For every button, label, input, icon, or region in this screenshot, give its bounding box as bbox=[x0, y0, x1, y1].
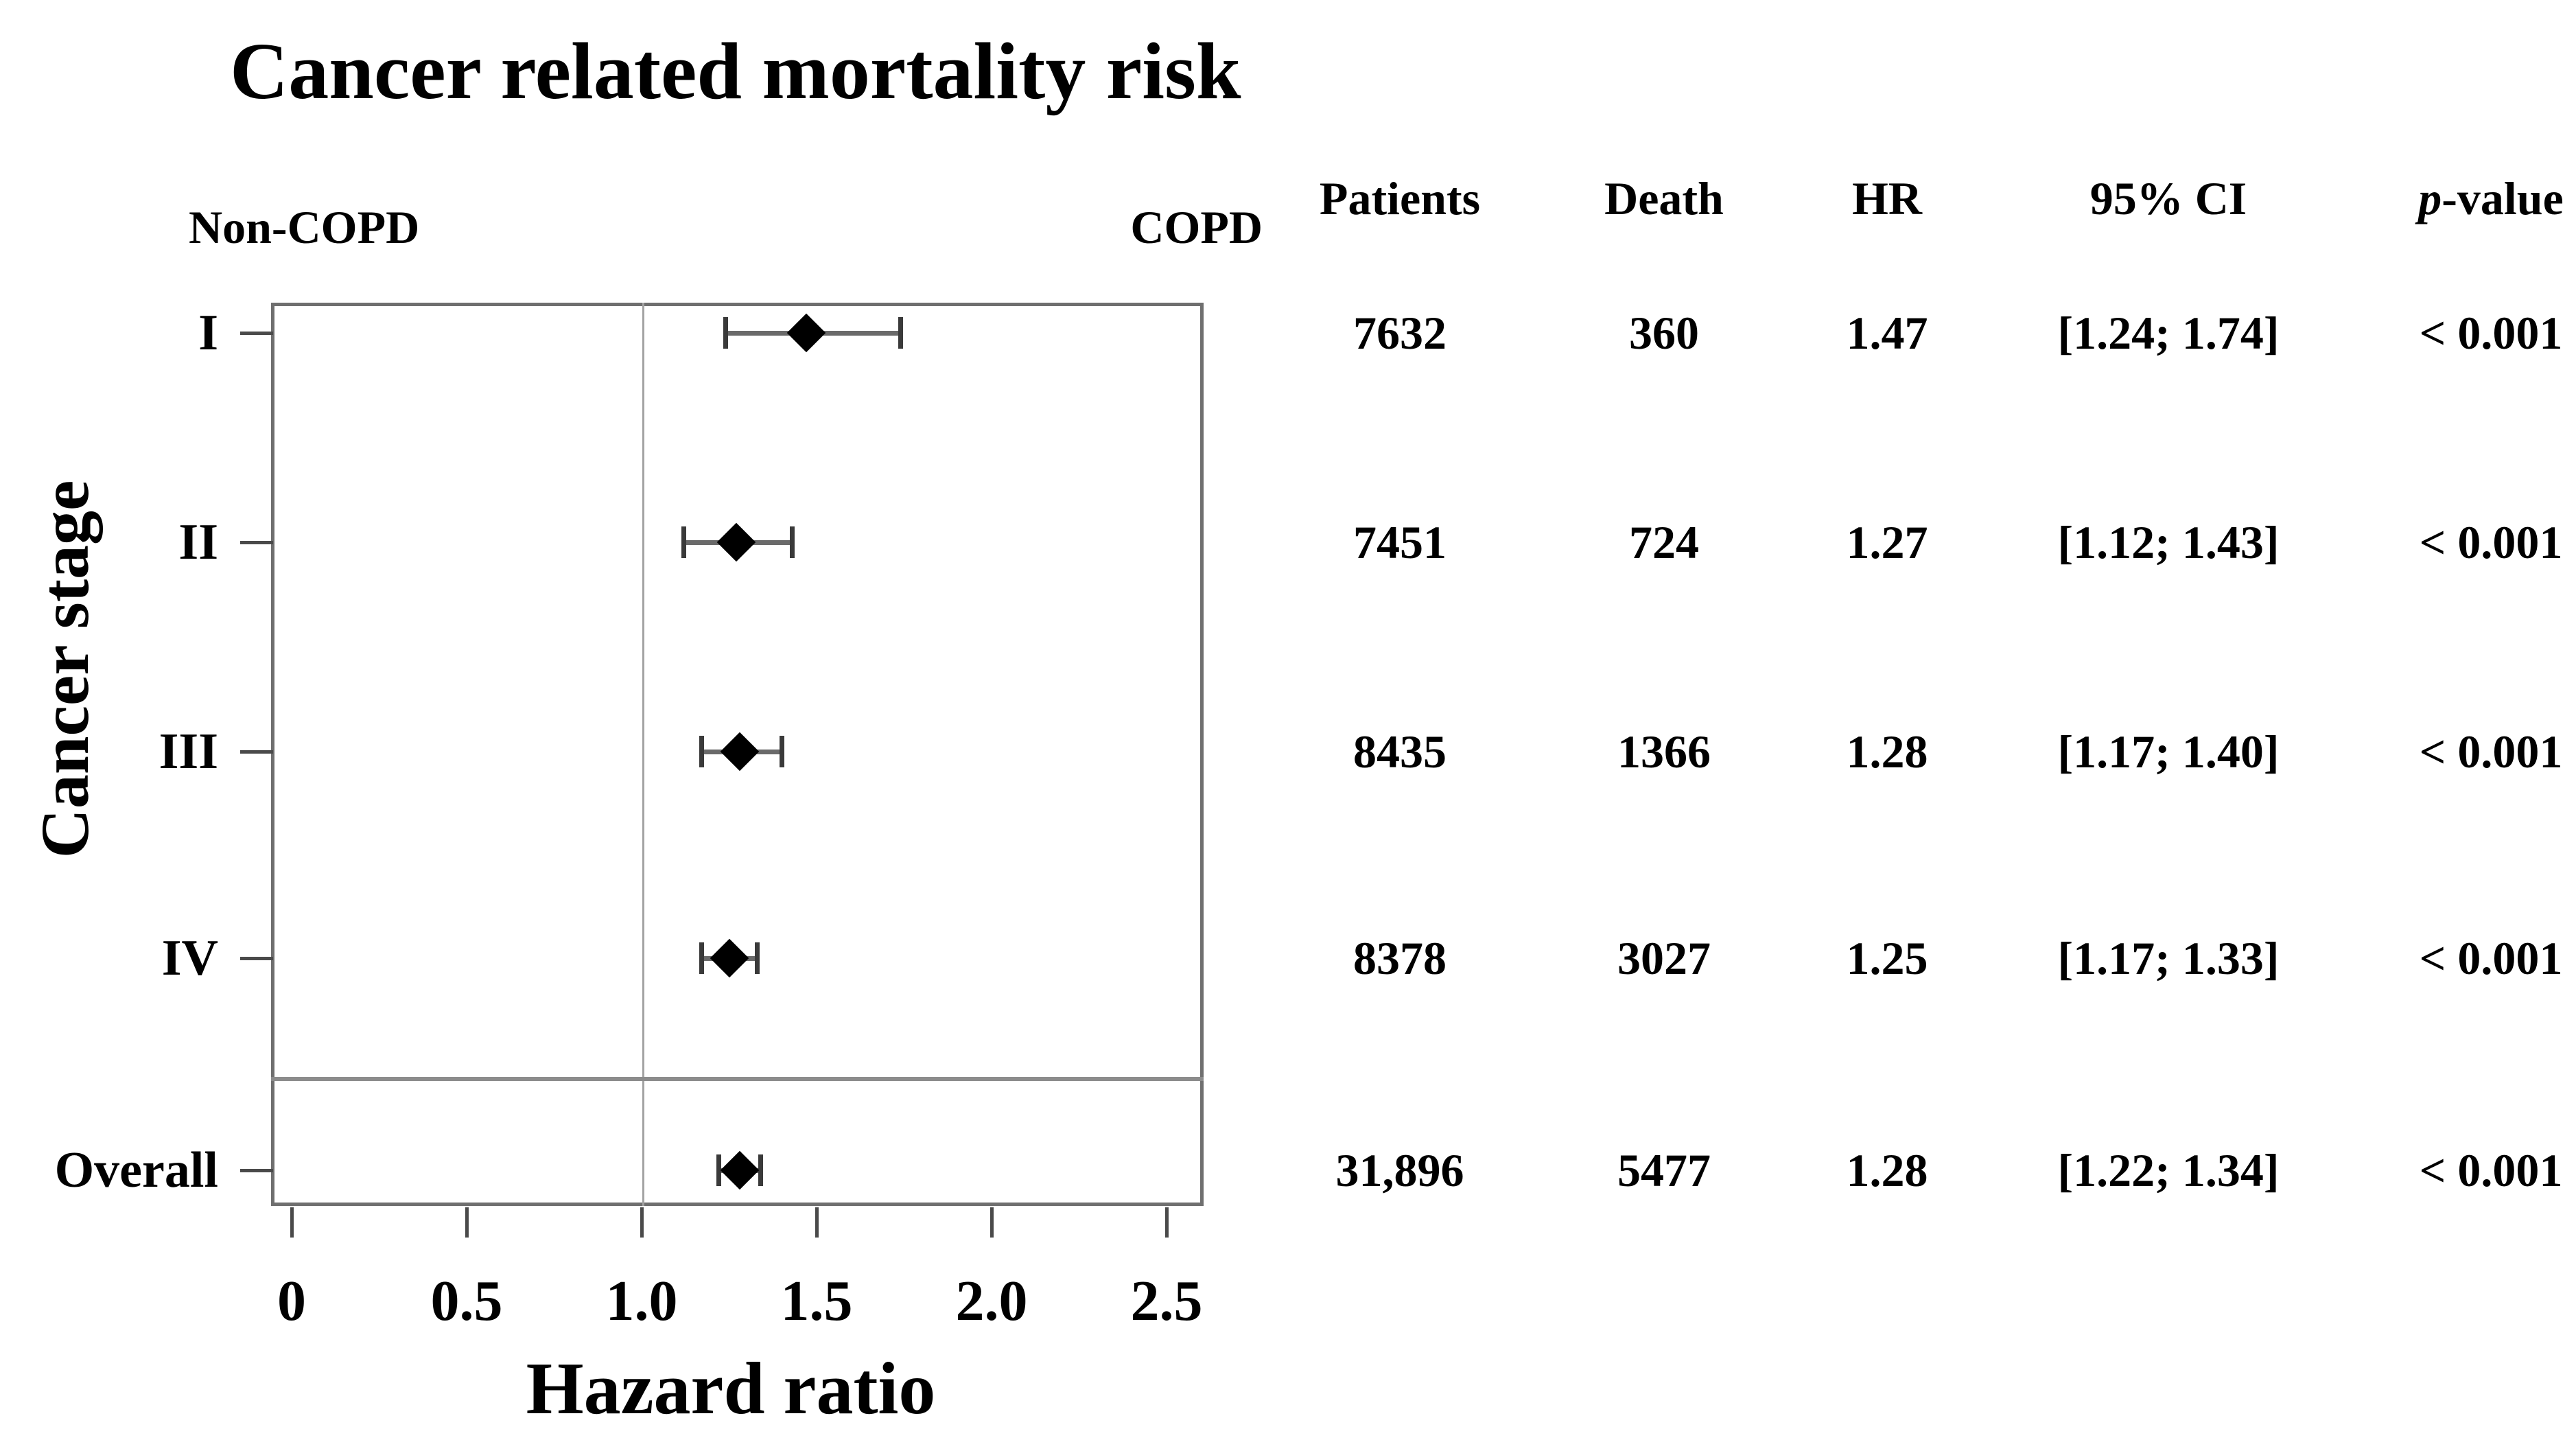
ci-cap-right bbox=[758, 1154, 764, 1186]
x-tick-label: 2.5 bbox=[1130, 1269, 1203, 1333]
cell-death: 724 bbox=[1629, 516, 1699, 568]
cell-ci: [1.12; 1.43] bbox=[2057, 516, 2280, 568]
x-axis-label: Hazard ratio bbox=[526, 1348, 936, 1430]
x-tick bbox=[640, 1207, 644, 1238]
cell-ci: [1.17; 1.33] bbox=[2057, 932, 2280, 984]
y-axis-tick bbox=[240, 957, 273, 960]
cell-death: 360 bbox=[1629, 307, 1699, 359]
x-tick-label: 0.5 bbox=[430, 1269, 503, 1333]
cell-p-value: < 0.001 bbox=[2419, 725, 2563, 778]
ci-cap-right bbox=[898, 317, 904, 349]
x-tick-label: 2.0 bbox=[955, 1269, 1028, 1333]
figure-title: Cancer related mortality risk bbox=[230, 26, 1241, 116]
cell-ci: [1.17; 1.40] bbox=[2057, 725, 2280, 778]
cell-patients: 7451 bbox=[1353, 516, 1447, 568]
row-label-iii: III bbox=[159, 723, 218, 780]
y-axis-tick bbox=[240, 332, 273, 335]
ci-cap-left bbox=[699, 736, 704, 767]
row-label-ii: II bbox=[178, 514, 218, 570]
y-axis-tick bbox=[240, 750, 273, 754]
x-tick bbox=[465, 1207, 469, 1238]
header-hr: HR bbox=[1852, 172, 1922, 224]
cell-patients: 8378 bbox=[1353, 932, 1447, 984]
x-tick-label: 1.5 bbox=[780, 1269, 853, 1333]
x-tick-label: 0 bbox=[277, 1269, 306, 1333]
cell-hr: 1.27 bbox=[1846, 516, 1928, 568]
y-axis-tick bbox=[240, 541, 273, 544]
ci-cap-left bbox=[699, 942, 704, 974]
cell-p-value: < 0.001 bbox=[2419, 307, 2563, 359]
cell-p-value: < 0.001 bbox=[2419, 1144, 2563, 1196]
row-label-i: I bbox=[198, 305, 218, 361]
ci-cap-right bbox=[780, 736, 784, 767]
ci-cap-left bbox=[681, 526, 687, 558]
cell-death: 3027 bbox=[1617, 932, 1711, 984]
overall-separator-line bbox=[271, 1077, 1204, 1081]
plot-area bbox=[271, 303, 1204, 1206]
x-tick bbox=[290, 1207, 294, 1238]
cell-death: 5477 bbox=[1617, 1144, 1711, 1196]
x-tick bbox=[990, 1207, 994, 1238]
cell-patients: 7632 bbox=[1353, 307, 1447, 359]
cell-hr: 1.47 bbox=[1846, 307, 1928, 359]
ci-cap-right bbox=[755, 942, 760, 974]
cell-patients: 8435 bbox=[1353, 725, 1447, 778]
group-label-non-copd: Non-COPD bbox=[189, 201, 420, 253]
row-label-iv: IV bbox=[161, 930, 218, 986]
reference-line-hr-1 bbox=[642, 303, 644, 1206]
y-axis-label: Cancer stage bbox=[27, 480, 103, 859]
header-death: Death bbox=[1604, 172, 1724, 224]
header-patients: Patients bbox=[1319, 172, 1481, 224]
row-label-overall: Overall bbox=[54, 1142, 218, 1198]
cell-death: 1366 bbox=[1617, 725, 1711, 778]
header-95-ci: 95% CI bbox=[2089, 172, 2247, 224]
group-label-copd: COPD bbox=[1130, 201, 1263, 253]
x-tick-label: 1.0 bbox=[605, 1269, 678, 1333]
cell-p-value: < 0.001 bbox=[2419, 932, 2563, 984]
ci-cap-right bbox=[790, 526, 795, 558]
cell-hr: 1.28 bbox=[1846, 1144, 1928, 1196]
header-p-value: p-value bbox=[2418, 172, 2564, 224]
x-tick bbox=[1165, 1207, 1169, 1238]
y-axis-tick bbox=[240, 1169, 273, 1172]
ci-cap-left bbox=[716, 1154, 722, 1186]
cell-p-value: < 0.001 bbox=[2419, 516, 2563, 568]
x-tick bbox=[815, 1207, 819, 1238]
cell-patients: 31,896 bbox=[1335, 1144, 1464, 1196]
ci-cap-left bbox=[723, 317, 729, 349]
cell-ci: [1.24; 1.74] bbox=[2057, 307, 2280, 359]
cell-ci: [1.22; 1.34] bbox=[2057, 1144, 2280, 1196]
cell-hr: 1.28 bbox=[1846, 725, 1928, 778]
cell-hr: 1.25 bbox=[1846, 932, 1928, 984]
